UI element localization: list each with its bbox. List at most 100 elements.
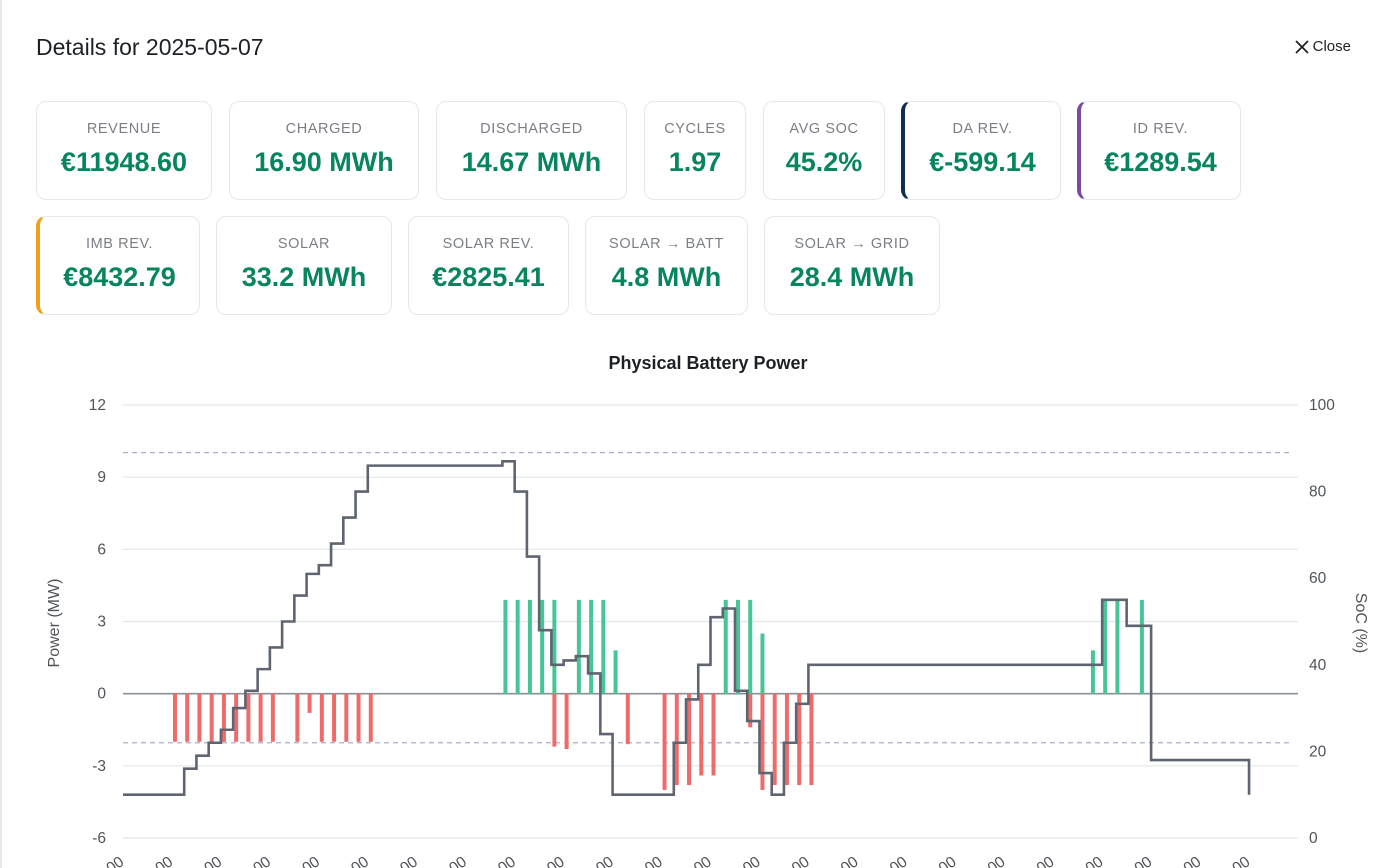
charge-bar [319, 693, 324, 742]
metric-value: €1289.54 [1104, 147, 1217, 177]
charge-bar [760, 693, 765, 790]
metric-label: SOLAR REV. [442, 236, 535, 252]
metric-label: SOLAR [277, 236, 331, 252]
charge-bar [258, 693, 263, 742]
close-button[interactable]: Close [1295, 38, 1351, 55]
x-tick-label: 02:00 [184, 853, 226, 868]
metric-card-solar-grid: SOLAR → GRID 28.4 MWh [764, 216, 940, 315]
y2-tick-label: 20 [1309, 743, 1327, 760]
metric-value: 1.97 [668, 147, 722, 177]
metric-card-id-rev: ID REV. €1289.54 [1077, 101, 1241, 200]
x-tick-label: 18:00 [967, 853, 1009, 868]
charge-bar [772, 693, 777, 786]
charge-bar [246, 693, 251, 742]
close-icon [1295, 39, 1309, 54]
x-tick-label: 11:00 [625, 853, 666, 868]
metric-label: AVG SOC [789, 121, 859, 137]
metric-value: 4.8 MWh [611, 262, 722, 292]
y-tick-label: 3 [97, 614, 106, 631]
metric-value: €2825.41 [432, 262, 545, 292]
charge-bar [344, 693, 349, 742]
charge-bar [197, 693, 202, 742]
x-tick-label: 17:00 [918, 853, 960, 868]
metric-label: CHARGED [285, 121, 363, 137]
chart-bars [172, 599, 1144, 790]
discharge-bar [1115, 599, 1120, 694]
x-tick-label: 03:00 [233, 853, 275, 868]
charge-bar [552, 693, 557, 747]
charge-bar [625, 693, 630, 745]
discharge-bar [613, 650, 618, 694]
x-tick-label: 15:00 [820, 853, 862, 868]
metric-card-solar: SOLAR 33.2 MWh [216, 216, 392, 315]
x-tick-label: 10:00 [575, 853, 617, 868]
y2-tick-label: 80 [1309, 484, 1327, 501]
x-tick-label: 13:00 [722, 853, 764, 868]
x-tick-label: 12:00 [673, 853, 715, 868]
charge-bar [699, 693, 704, 776]
discharge-bar [1139, 599, 1144, 694]
metric-value: 14.67 MWh [461, 147, 602, 177]
y-tick-label: -3 [92, 758, 106, 775]
x-tick-label: 06:00 [380, 853, 422, 868]
charge-bar [748, 693, 753, 728]
charge-bar [809, 693, 814, 786]
close-label: Close [1312, 38, 1351, 55]
metric-label: CYCLES [664, 121, 726, 137]
discharge-bar [723, 599, 728, 694]
y2-tick-label: 0 [1309, 830, 1318, 847]
chart-svg: Physical Battery Power 12 9 6 3 0 -3 -6 100 80 6… [46, 353, 1369, 868]
discharge-bar [527, 599, 532, 694]
charge-bar [234, 693, 239, 742]
charge-bar [368, 693, 373, 742]
x-tick-label: 04:00 [282, 853, 324, 868]
y2-tick-label: 60 [1309, 570, 1327, 587]
charge-bar [185, 693, 190, 742]
y-tick-label: 6 [97, 541, 106, 558]
chart-y-ticks: 12 9 6 3 0 -3 -6 [89, 397, 107, 847]
chart-soc-line [123, 459, 1251, 796]
y2-tick-label: 40 [1309, 657, 1327, 674]
metric-value: €11948.60 [60, 147, 188, 177]
metric-value: 33.2 MWh [241, 262, 367, 292]
y-tick-label: 9 [97, 469, 106, 486]
charge-bar [674, 693, 679, 786]
metric-card-da-rev: DA REV. €-599.14 [901, 101, 1061, 200]
metric-value: €-599.14 [929, 147, 1036, 177]
x-tick-label: 01:00 [135, 853, 177, 868]
metric-value: 28.4 MWh [789, 262, 915, 292]
charge-bar [332, 693, 337, 742]
y-axis-label: Power (MW) [46, 579, 63, 668]
discharge-bar [552, 599, 557, 694]
x-tick-label: 22:00 [1163, 853, 1205, 868]
charge-bar [209, 693, 214, 742]
metric-card-solar-batt: SOLAR → BATT 4.8 MWh [585, 216, 748, 315]
discharge-bar [601, 599, 606, 694]
modal-header: Details for 2025-05-07 Close [36, 30, 1351, 70]
y2-axis-label: SoC (%) [1352, 593, 1369, 653]
metric-label: DISCHARGED [480, 121, 583, 137]
metric-value: €8432.79 [63, 262, 176, 292]
chart-y2-ticks: 100 80 60 40 20 0 [1309, 397, 1335, 847]
metric-value: 16.90 MWh [254, 147, 394, 177]
x-tick-label: 14:00 [771, 853, 813, 868]
x-tick-label: 07:00 [428, 853, 470, 868]
y2-tick-label: 100 [1309, 397, 1335, 414]
metric-card-charged: CHARGED 16.90 MWh [229, 101, 419, 200]
discharge-bar [515, 599, 520, 694]
metric-card-imb-rev: IMB REV. €8432.79 [36, 216, 200, 315]
metric-card-avg-soc: AVG SOC 45.2% [763, 101, 885, 200]
metric-label: REVENUE [86, 121, 162, 137]
discharge-bar [540, 599, 545, 694]
metric-label: DA REV. [952, 121, 1013, 137]
x-tick-label: 21:00 [1114, 853, 1156, 868]
x-tick-label: 05:00 [331, 853, 373, 868]
charge-bar [172, 693, 177, 742]
x-tick-label: 16:00 [869, 853, 911, 868]
charge-bar [784, 693, 789, 786]
charge-bar [307, 693, 312, 713]
x-tick-label: 00:00 [86, 853, 128, 868]
battery-power-chart: Physical Battery Power 12 9 6 3 0 -3 -6 100 80 6… [0, 340, 1390, 868]
x-tick-label: 09:00 [526, 853, 568, 868]
charge-bar [797, 693, 802, 786]
